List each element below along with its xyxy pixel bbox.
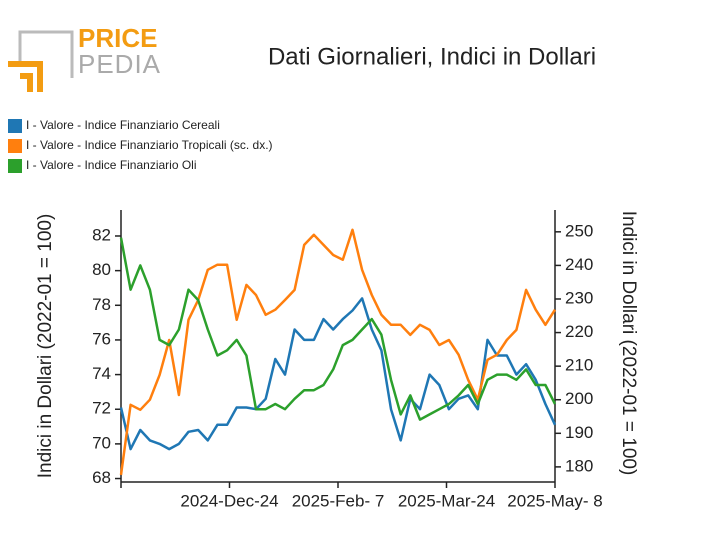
x-tick-label: 2025-Feb- 7 xyxy=(292,491,385,510)
series-line xyxy=(119,297,557,451)
x-tick-label: 2024-Dec-24 xyxy=(180,491,278,510)
y-tick-label: 70 xyxy=(92,433,111,452)
chart-title: Dati Giornalieri, Indici in Dollari xyxy=(268,43,596,70)
logo-frame xyxy=(18,30,74,78)
y2-tick-label: 180 xyxy=(565,456,593,475)
legend-label: I - Valore - Indice Finanziario Oli xyxy=(26,158,197,172)
x-tick-label: 2025-May- 8 xyxy=(507,491,602,510)
legend-swatch xyxy=(8,159,22,173)
y2-tick-label: 200 xyxy=(565,389,593,408)
y2-tick-label: 250 xyxy=(565,221,593,240)
x-tick-label: 2025-Mar-24 xyxy=(398,491,495,510)
legend-swatch xyxy=(8,119,22,133)
series-line xyxy=(119,228,557,476)
logo-mark xyxy=(8,61,43,92)
y2-tick-label: 240 xyxy=(565,255,593,274)
y-tick-label: 82 xyxy=(92,225,111,244)
logo: PRICE PEDIA xyxy=(8,23,161,92)
y-tick-label: 68 xyxy=(92,468,111,487)
legend-swatch xyxy=(8,139,22,153)
y-tick-label: 76 xyxy=(92,329,111,348)
logo-text: PEDIA xyxy=(78,49,161,79)
y2-axis-label: Indici in Dollari (2022-01 = 100) xyxy=(618,211,639,476)
legend-label: I - Valore - Indice Finanziario Tropical… xyxy=(26,138,273,152)
y-axis-label: Indici in Dollari (2022-01 = 100) xyxy=(35,214,56,479)
y2-tick-label: 220 xyxy=(565,322,593,341)
y-tick-label: 72 xyxy=(92,399,111,418)
y-tick-label: 78 xyxy=(92,295,111,314)
y-tick-label: 80 xyxy=(92,260,111,279)
y-tick-label: 74 xyxy=(92,364,111,383)
logo-text: PRICE xyxy=(78,23,157,53)
legend-label: I - Valore - Indice Finanziario Cereali xyxy=(26,118,220,132)
y2-tick-label: 190 xyxy=(565,423,593,442)
y2-tick-label: 230 xyxy=(565,288,593,307)
y2-tick-label: 210 xyxy=(565,356,593,375)
series-line xyxy=(119,237,557,421)
